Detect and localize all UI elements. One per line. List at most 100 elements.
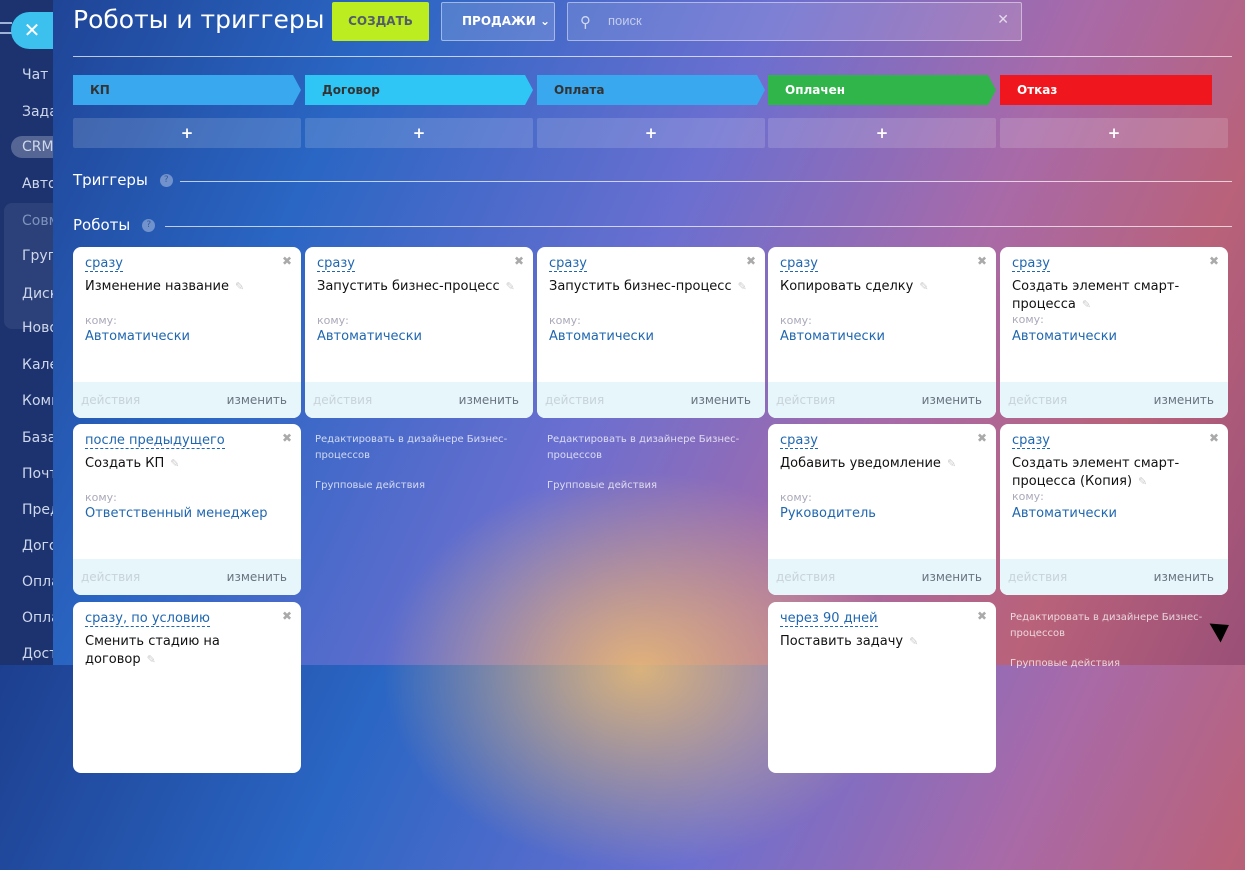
sidebar-item[interactable]: Авто xyxy=(22,176,53,192)
delete-icon[interactable]: ✖ xyxy=(1208,431,1219,445)
group-actions-link[interactable]: Групповые действия xyxy=(547,480,657,491)
edit-link[interactable]: изменить xyxy=(921,393,982,407)
robot-title-wrap: Запустить бизнес-процесс ✎ xyxy=(549,278,749,296)
add-robot-button[interactable]: + xyxy=(73,118,301,148)
group-actions-link[interactable]: Групповые действия xyxy=(1010,658,1120,669)
edit-link[interactable]: изменить xyxy=(226,570,287,584)
sidebar-item[interactable]: Почт xyxy=(22,466,53,482)
robots-label: Роботы xyxy=(73,216,131,234)
sidebar-item[interactable]: Ново xyxy=(22,320,53,336)
edit-link[interactable]: изменить xyxy=(1153,570,1214,584)
robot-card[interactable]: сразу ✖ Создать элемент смарт-процесса ✎ … xyxy=(1000,247,1228,418)
edit-link[interactable]: изменить xyxy=(921,570,982,584)
responsible-value[interactable]: Автоматически xyxy=(549,329,655,344)
designer-link[interactable]: Редактировать в дизайнере Бизнес-процесс… xyxy=(547,434,740,461)
designer-link[interactable]: Редактировать в дизайнере Бизнес-процесс… xyxy=(315,434,508,461)
pencil-icon[interactable]: ✎ xyxy=(146,653,156,666)
responsible-value[interactable]: Ответственный менеджер xyxy=(85,506,268,521)
edit-link[interactable]: изменить xyxy=(1153,393,1214,407)
robot-card[interactable]: сразу ✖ Запустить бизнес-процесс ✎ кому: … xyxy=(305,247,533,418)
sidebar-item[interactable]: Чат и xyxy=(22,67,53,83)
search-input[interactable] xyxy=(608,13,988,28)
robot-card[interactable]: после предыдущего ✖ Создать КП ✎ кому: От… xyxy=(73,424,301,595)
delete-icon[interactable]: ✖ xyxy=(281,609,292,623)
robot-card[interactable]: сразу, по условию ✖ Сменить стадию на до… xyxy=(73,602,301,773)
responsible-value[interactable]: Автоматически xyxy=(317,329,423,344)
add-robot-button[interactable]: + xyxy=(537,118,765,148)
responsible-value[interactable]: Автоматически xyxy=(1012,506,1118,521)
delete-icon[interactable]: ✖ xyxy=(281,254,292,268)
robot-delay-link[interactable]: сразу xyxy=(85,256,123,272)
robot-card[interactable]: сразу ✖ Запустить бизнес-процесс ✎ кому: … xyxy=(537,247,765,418)
pencil-icon[interactable]: ✎ xyxy=(909,635,919,648)
stage-column-header[interactable]: Договор xyxy=(305,75,533,105)
sidebar-item[interactable]: Зада xyxy=(22,104,53,120)
robot-card[interactable]: через 90 дней ✖ Поставить задачу ✎ xyxy=(768,602,996,773)
robot-delay-link[interactable]: сразу xyxy=(317,256,355,272)
sidebar-item[interactable]: Опла xyxy=(22,574,53,590)
menu-icon[interactable] xyxy=(0,22,12,34)
delete-icon[interactable]: ✖ xyxy=(976,609,987,623)
add-robot-button[interactable]: + xyxy=(768,118,996,148)
robot-delay-link[interactable]: через 90 дней xyxy=(780,611,878,627)
pencil-icon[interactable]: ✎ xyxy=(946,457,957,470)
sidebar-item[interactable]: Совм xyxy=(22,213,53,229)
help-icon[interactable]: ? xyxy=(142,219,156,232)
pencil-icon[interactable]: ✎ xyxy=(1081,298,1092,311)
pencil-icon[interactable]: ✎ xyxy=(737,280,747,293)
sidebar-item[interactable]: CRM xyxy=(22,139,53,155)
add-robot-button[interactable]: + xyxy=(305,118,533,148)
robot-delay-link[interactable]: сразу xyxy=(549,256,587,272)
robot-card[interactable]: сразу ✖ Копировать сделку ✎ кому: Автомат… xyxy=(768,247,996,418)
delete-icon[interactable]: ✖ xyxy=(976,431,987,445)
pencil-icon[interactable]: ✎ xyxy=(505,280,515,293)
responsible-value[interactable]: Автоматически xyxy=(85,329,191,344)
sidebar-item[interactable]: Дого xyxy=(22,538,53,554)
responsible-value[interactable]: Руководитель xyxy=(780,506,876,521)
search-box[interactable]: ⚲ ✕ xyxy=(567,2,1022,41)
close-slider-button[interactable]: ✕ xyxy=(11,12,53,49)
sidebar-item[interactable]: Дост xyxy=(22,646,53,662)
robot-delay-link[interactable]: сразу xyxy=(780,256,818,272)
delete-icon[interactable]: ✖ xyxy=(513,254,524,268)
pencil-icon[interactable]: ✎ xyxy=(170,457,180,470)
sidebar-item[interactable]: Опла xyxy=(22,610,53,626)
stage-column-header[interactable]: Оплата xyxy=(537,75,765,105)
robot-card[interactable]: сразу ✖ Добавить уведомление ✎ кому: Руко… xyxy=(768,424,996,595)
edit-link[interactable]: изменить xyxy=(226,393,287,407)
robot-delay-link[interactable]: после предыдущего xyxy=(85,433,225,449)
robot-card[interactable]: сразу ✖ Изменение название ✎ кому: Автома… xyxy=(73,247,301,418)
stage-column-header[interactable]: КП xyxy=(73,75,301,105)
delete-icon[interactable]: ✖ xyxy=(976,254,987,268)
create-button[interactable]: СОЗДАТЬ xyxy=(332,2,429,41)
pencil-icon[interactable]: ✎ xyxy=(919,280,929,293)
sidebar-item[interactable]: Кале xyxy=(22,357,53,373)
responsible-value[interactable]: Автоматически xyxy=(780,329,886,344)
sidebar-item[interactable]: Груп xyxy=(22,248,53,264)
stage-column-header[interactable]: Оплачен xyxy=(768,75,996,105)
robot-delay-link[interactable]: сразу xyxy=(780,433,818,449)
clear-icon[interactable]: ✕ xyxy=(997,12,1009,28)
delete-icon[interactable]: ✖ xyxy=(745,254,756,268)
stage-column-header[interactable]: Отказ xyxy=(1000,75,1212,105)
pencil-icon[interactable]: ✎ xyxy=(234,280,245,293)
robot-delay-link[interactable]: сразу, по условию xyxy=(85,611,210,627)
robot-delay-link[interactable]: сразу xyxy=(1012,256,1050,272)
robot-card[interactable]: сразу ✖ Создать элемент смарт-процесса (… xyxy=(1000,424,1228,595)
sidebar-item[interactable]: Диск xyxy=(22,286,53,302)
delete-icon[interactable]: ✖ xyxy=(281,431,292,445)
robot-delay-link[interactable]: сразу xyxy=(1012,433,1050,449)
edit-link[interactable]: изменить xyxy=(690,393,751,407)
pencil-icon[interactable]: ✎ xyxy=(1138,475,1148,488)
help-icon[interactable]: ? xyxy=(159,174,173,187)
delete-icon[interactable]: ✖ xyxy=(1208,254,1219,268)
sidebar-item[interactable]: База xyxy=(22,430,53,446)
sidebar-item[interactable]: Пред xyxy=(22,502,53,518)
pipeline-dropdown[interactable]: ПРОДАЖИ ⌄ xyxy=(441,2,555,41)
add-robot-button[interactable]: + xyxy=(1000,118,1228,148)
responsible-value[interactable]: Автоматически xyxy=(1012,329,1118,344)
sidebar-item[interactable]: Комп xyxy=(22,393,53,409)
edit-link[interactable]: изменить xyxy=(458,393,519,407)
designer-link[interactable]: Редактировать в дизайнере Бизнес-процесс… xyxy=(1010,612,1203,639)
group-actions-link[interactable]: Групповые действия xyxy=(315,480,425,491)
